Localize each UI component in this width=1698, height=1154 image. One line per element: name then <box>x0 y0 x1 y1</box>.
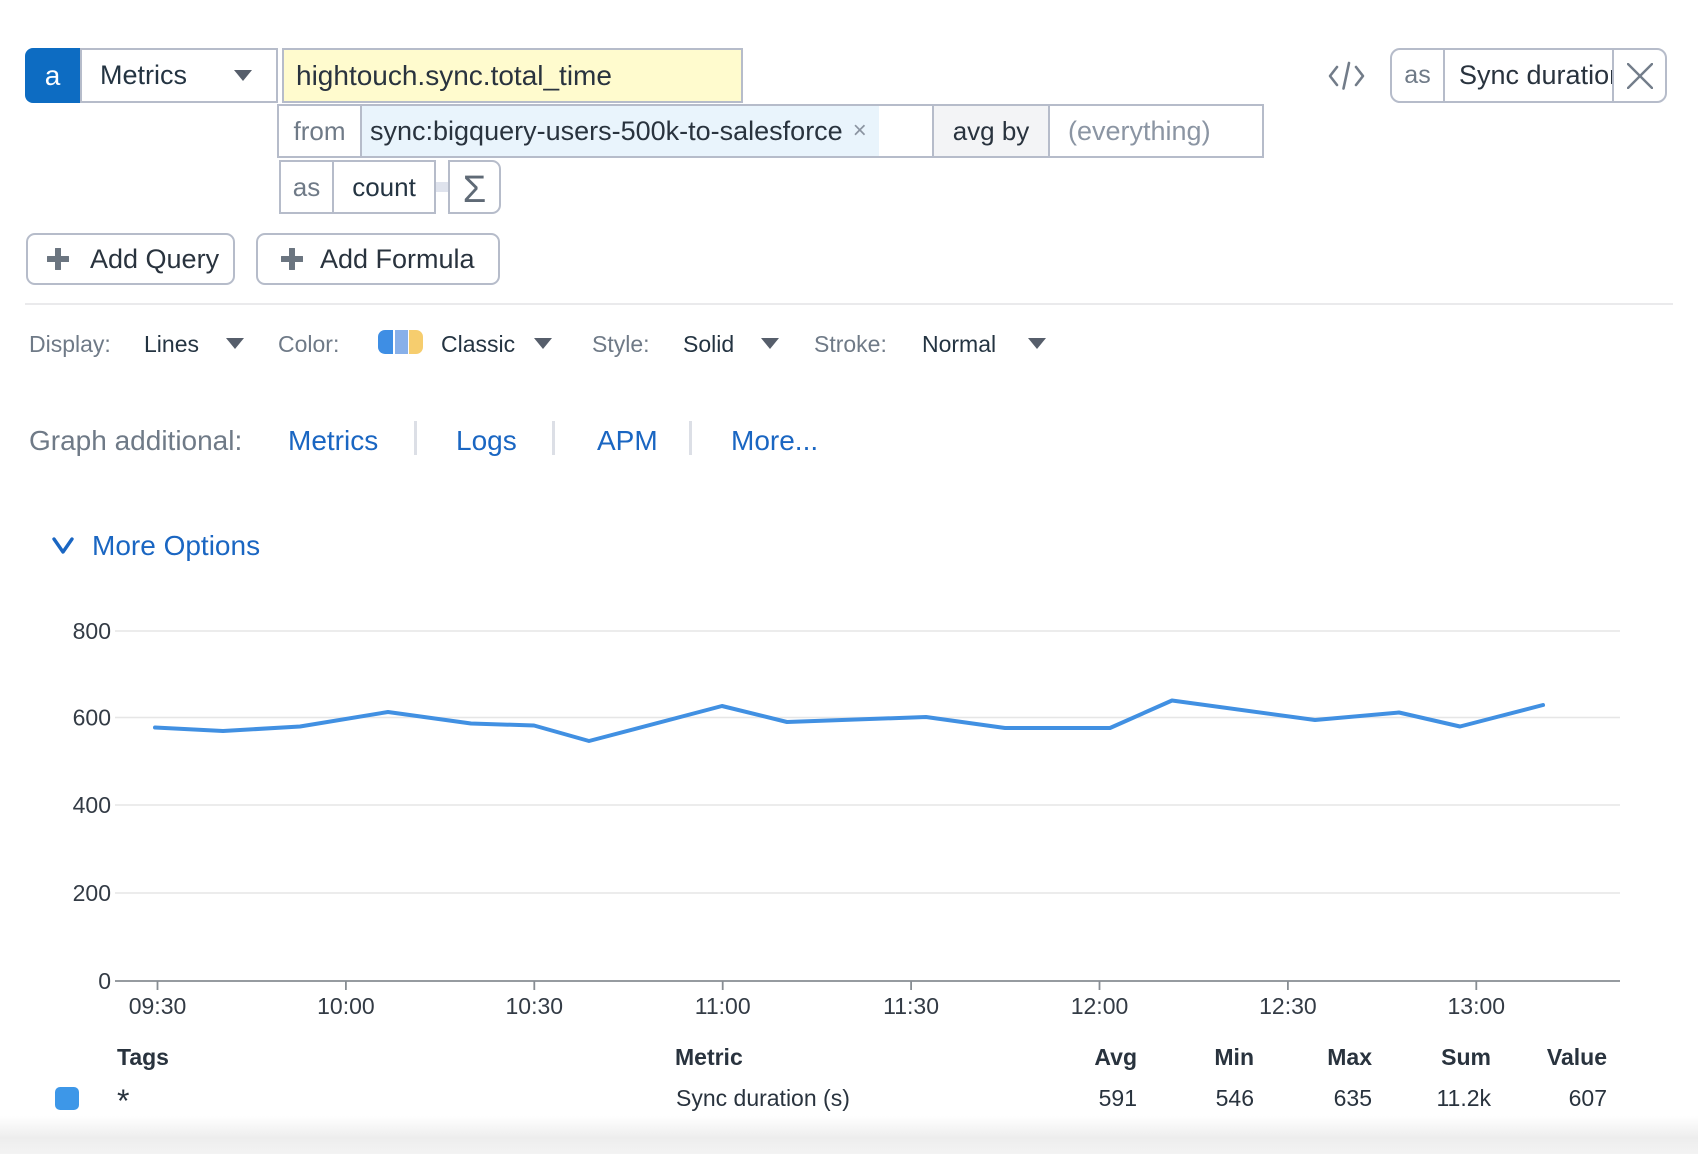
svg-text:800: 800 <box>73 618 111 644</box>
svg-text:11:00: 11:00 <box>695 993 751 1019</box>
svg-text:400: 400 <box>73 792 111 818</box>
svg-text:12:00: 12:00 <box>1071 993 1129 1019</box>
svg-text:10:30: 10:30 <box>506 993 564 1019</box>
svg-text:200: 200 <box>73 880 111 906</box>
svg-text:0: 0 <box>98 968 111 994</box>
svg-text:600: 600 <box>73 705 111 731</box>
svg-text:12:30: 12:30 <box>1259 993 1317 1019</box>
svg-text:09:30: 09:30 <box>129 993 187 1019</box>
svg-text:11:30: 11:30 <box>883 993 939 1019</box>
svg-text:13:00: 13:00 <box>1448 993 1506 1019</box>
svg-text:10:00: 10:00 <box>317 993 375 1019</box>
